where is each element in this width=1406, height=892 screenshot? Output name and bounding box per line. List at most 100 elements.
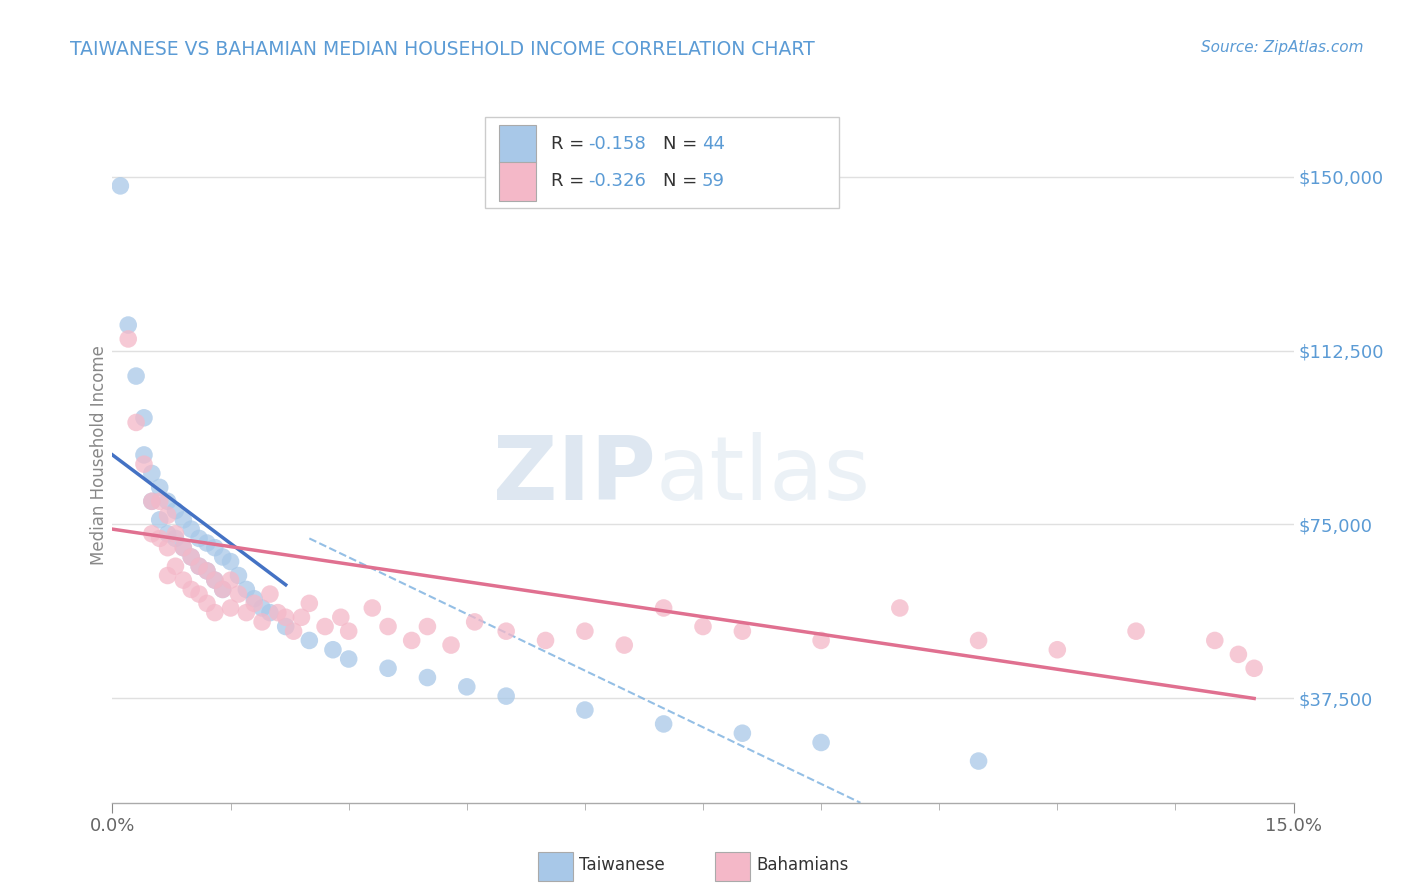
Point	[195, 596, 218, 610]
Point	[250, 615, 273, 629]
Point	[156, 568, 179, 582]
Point	[235, 582, 257, 597]
Point	[652, 601, 675, 615]
Point	[195, 536, 218, 550]
Point	[314, 619, 336, 633]
Point	[401, 633, 423, 648]
Text: N =: N =	[662, 135, 703, 153]
Point	[219, 601, 242, 615]
Point	[652, 717, 675, 731]
Point	[149, 494, 172, 508]
Point	[1204, 633, 1226, 648]
Point	[259, 606, 281, 620]
Point	[810, 735, 832, 749]
Point	[172, 541, 194, 555]
Point	[228, 587, 250, 601]
Point	[125, 369, 148, 384]
Point	[495, 689, 517, 703]
Point	[156, 508, 179, 523]
Point	[132, 448, 155, 462]
Point	[165, 532, 187, 546]
Point	[1243, 661, 1265, 675]
Point	[132, 457, 155, 471]
Point	[117, 318, 139, 332]
Point	[329, 610, 352, 624]
Point	[337, 624, 360, 639]
Point	[211, 549, 233, 564]
Point	[165, 559, 187, 574]
Point	[141, 526, 163, 541]
Point	[149, 480, 172, 494]
Text: Taiwanese: Taiwanese	[579, 856, 665, 874]
Text: 59: 59	[702, 172, 725, 191]
Point	[172, 541, 194, 555]
Text: -0.326: -0.326	[589, 172, 647, 191]
Point	[283, 624, 305, 639]
Point	[267, 606, 290, 620]
Point	[456, 680, 478, 694]
Text: R =: R =	[551, 135, 589, 153]
Point	[274, 619, 297, 633]
Text: Bahamians: Bahamians	[756, 856, 849, 874]
Point	[211, 582, 233, 597]
Point	[172, 573, 194, 587]
Text: 44: 44	[702, 135, 725, 153]
Point	[1125, 624, 1147, 639]
Text: atlas: atlas	[655, 433, 870, 519]
Point	[180, 549, 202, 564]
Point	[967, 754, 990, 768]
Point	[204, 606, 226, 620]
Point	[156, 526, 179, 541]
Text: Source: ZipAtlas.com: Source: ZipAtlas.com	[1201, 40, 1364, 55]
Bar	[485, 118, 839, 208]
Bar	[714, 852, 751, 881]
Point	[204, 573, 226, 587]
Point	[141, 494, 163, 508]
Point	[195, 564, 218, 578]
Point	[274, 610, 297, 624]
Text: R =: R =	[551, 172, 589, 191]
Bar	[537, 852, 574, 881]
Bar	[499, 162, 537, 201]
Point	[534, 633, 557, 648]
Point	[219, 555, 242, 569]
Point	[322, 642, 344, 657]
Point	[165, 526, 187, 541]
Point	[188, 587, 211, 601]
Point	[464, 615, 486, 629]
Point	[204, 541, 226, 555]
Point	[574, 624, 596, 639]
Point	[250, 601, 273, 615]
Point	[141, 494, 163, 508]
Y-axis label: Median Household Income: Median Household Income	[90, 345, 108, 565]
Point	[495, 624, 517, 639]
Point	[243, 596, 266, 610]
Point	[440, 638, 463, 652]
Point	[613, 638, 636, 652]
Point	[188, 559, 211, 574]
Point	[574, 703, 596, 717]
Point	[731, 624, 754, 639]
Point	[180, 582, 202, 597]
Point	[195, 564, 218, 578]
Point	[1227, 648, 1250, 662]
Point	[172, 513, 194, 527]
Point	[731, 726, 754, 740]
Point	[416, 671, 439, 685]
Point	[149, 532, 172, 546]
Point	[132, 410, 155, 425]
Point	[1046, 642, 1069, 657]
Text: N =: N =	[662, 172, 703, 191]
Point	[211, 582, 233, 597]
Point	[889, 601, 911, 615]
Point	[219, 573, 242, 587]
Point	[361, 601, 384, 615]
Point	[156, 494, 179, 508]
Point	[259, 587, 281, 601]
Point	[180, 549, 202, 564]
Point	[692, 619, 714, 633]
Text: -0.158: -0.158	[589, 135, 647, 153]
Point	[156, 541, 179, 555]
Point	[967, 633, 990, 648]
Point	[416, 619, 439, 633]
